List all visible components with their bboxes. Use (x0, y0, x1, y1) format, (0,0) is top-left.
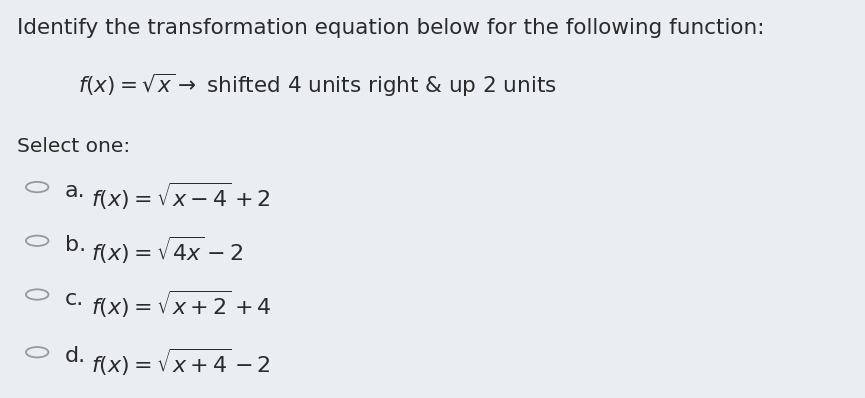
Text: $f(x) = \sqrt{x} \rightarrow$ shifted 4 units right & up 2 units: $f(x) = \sqrt{x} \rightarrow$ shifted 4 … (78, 72, 556, 99)
Text: a.: a. (65, 181, 86, 201)
Text: Identify the transformation equation below for the following function:: Identify the transformation equation bel… (17, 18, 765, 38)
Text: d.: d. (65, 346, 86, 366)
Text: b.: b. (65, 235, 86, 255)
Text: $f(x) = \sqrt{4x}-2$: $f(x) = \sqrt{4x}-2$ (91, 235, 243, 266)
Text: Select one:: Select one: (17, 137, 131, 156)
Text: $f(x) = \sqrt{x-4}+2$: $f(x) = \sqrt{x-4}+2$ (91, 181, 271, 213)
Text: $f(x) = \sqrt{x+2}+4$: $f(x) = \sqrt{x+2}+4$ (91, 289, 272, 320)
Text: $f(x) = \sqrt{x+4}-2$: $f(x) = \sqrt{x+4}-2$ (91, 346, 271, 378)
Text: c.: c. (65, 289, 84, 308)
